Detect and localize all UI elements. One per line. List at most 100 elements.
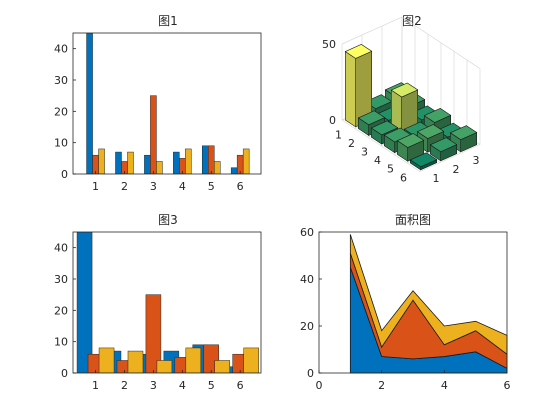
subplot-4-ytick-label: 40 [300,273,314,286]
subplot-2-bar-top [416,124,445,139]
subplot-3-axes-box [72,231,262,374]
subplot-1-xticks: 1 2 3 4 5 6 [92,171,244,193]
subplot-1-title: 图1 [158,14,178,28]
subplot-1-bar-s2-3 [150,95,157,174]
subplot-3-bar-s3-5 [214,360,231,373]
subplot-2-bar-r6-c1 [409,152,438,171]
subplot-1-bar-s2-5 [208,145,215,174]
subplot-2-bar-top [409,152,438,168]
subplot-3-ytick-label: 40 [54,242,68,255]
subplot-2-row-tick-label: 4 [374,154,381,167]
subplot-2-bar-top [396,133,425,148]
subplot-4-ytick-label: 60 [300,226,314,239]
subplot-2-col-tick-label: 2 [453,163,460,176]
subplot-3-bar-s3-1 [98,347,115,373]
subplot-2-bar-r3-c2 [390,82,419,136]
subplot-1-bar-s1-6 [230,167,238,174]
subplot-1-bar-s3-3 [156,161,163,174]
subplot-1-ytick-label: 40 [54,43,68,56]
subplot-4-areas [349,234,508,374]
subplot-2-bar-top [370,120,399,136]
subplot-3-ytick-label: 30 [54,273,68,286]
subplot-2-bar-r5-c1 [396,133,425,162]
subplot-2-bar-r6-c2 [429,137,458,162]
subplot-2-bar-top [423,108,452,123]
subplot-4-xticks: 0 2 4 6 [316,370,511,392]
subplot-3-bar-s1-1 [76,232,93,373]
subplot-2-ztick-label: 50 [322,38,336,51]
subplot-2-ztick-label: 0 [329,114,336,127]
subplot-1-axes-box [72,32,262,175]
subplot-1-ytick-label: 10 [54,137,68,150]
subplot-3-ytick-label: 10 [54,336,68,349]
subplot-2-gridline [341,16,481,69]
subplot-2-gridline [341,119,421,172]
subplot-3-xtick-label: 6 [237,379,244,392]
subplot-3-bar-s3-4 [185,347,202,373]
subplot-3-xtick-label: 4 [179,379,186,392]
subplot-1-xtick-label: 6 [237,180,244,193]
subplot-1-xtick-label: 1 [92,180,99,193]
subplot-1: 图1 1 2 3 4 5 6 0 10 20 30 40 [54,14,262,193]
subplot-2-col-tick-label: 1 [433,172,440,185]
subplot-4-ytick-label: 0 [307,367,314,380]
subplot-4-xtick-label: 4 [441,379,448,392]
subplot-1-bar-s1-4 [173,151,180,174]
subplot-4-xtick-label: 6 [504,379,511,392]
subplot-3-bar-s3-2 [127,350,144,373]
subplot-1-xtick-label: 2 [121,180,128,193]
subplot-3-title: 图3 [158,213,178,227]
subplot-1-bar-s3-1 [98,148,105,174]
subplot-4-xtick-label: 2 [378,379,385,392]
subplot-1-bar-s3-6 [242,148,250,174]
subplot-4-title: 面积图 [395,213,431,227]
subplot-4-axes-box [318,231,508,374]
subplot-4-xtick-label: 0 [316,379,323,392]
subplot-2-bar-top [390,82,419,98]
subplot-2-col-tick-label: 3 [473,154,480,167]
subplot-2-row-tick-label: 5 [387,163,394,176]
subplot-3-yticks: 0 10 20 30 40 [54,242,76,380]
subplot-2-gridline [419,144,481,172]
subplot-1-ytick-label: 0 [61,168,68,181]
subplot-2-bar-face [344,51,357,128]
subplot-1-xtick-label: 3 [150,180,157,193]
subplot-3: 图3 1 2 3 4 5 6 0 10 20 30 40 [54,213,262,392]
subplot-3-bar-s3-3 [156,360,173,373]
subplot-3-xtick-label: 3 [150,379,157,392]
subplot-3-bar-s3-6 [243,347,259,373]
subplot-1-bar-s3-5 [214,161,221,174]
subplot-4: 面积图 0 2 4 6 0 20 40 60 [300,213,511,392]
subplot-2-row-tick-label: 3 [361,146,368,159]
subplot-2-title: 图2 [402,14,422,28]
subplot-4-yticks: 0 20 40 60 [300,226,322,380]
subplot-1-xtick-label: 4 [179,180,186,193]
subplot-3-ytick-label: 20 [54,304,68,317]
subplot-2-bar-r1-c1 [344,44,373,128]
subplot-2-bar-top [429,137,458,153]
subplot-3-ytick-label: 0 [61,367,68,380]
subplot-1-yticks: 0 10 20 30 40 [54,43,76,181]
subplot-1-bar-s1-2 [115,151,122,174]
subplot-1-xtick-label: 5 [208,180,215,193]
subplot-1-ytick-label: 20 [54,105,68,118]
subplot-2-bar-top [449,125,478,141]
subplot-4-ytick-label: 20 [300,320,314,333]
subplot-1-bars [86,33,250,174]
subplot-1-bar-s1-5 [202,145,209,174]
subplot-3-bars [76,232,259,373]
subplot-3-xtick-label: 1 [92,379,99,392]
subplot-1-ytick-label: 30 [54,74,68,87]
subplot-3-xtick-label: 2 [121,379,128,392]
subplot-2-bar-r6-c3 [449,125,478,153]
subplot-2-row-tick-label: 2 [348,137,355,150]
subplot-2-row-tick-label: 6 [400,171,407,184]
subplot-1-bar-s3-2 [127,151,134,174]
subplot-3-xtick-label: 5 [208,379,215,392]
subplot-1-bar-s3-4 [185,148,192,174]
subplot-2-bar-top [357,110,386,126]
subplot-2-bar-top [344,44,373,59]
